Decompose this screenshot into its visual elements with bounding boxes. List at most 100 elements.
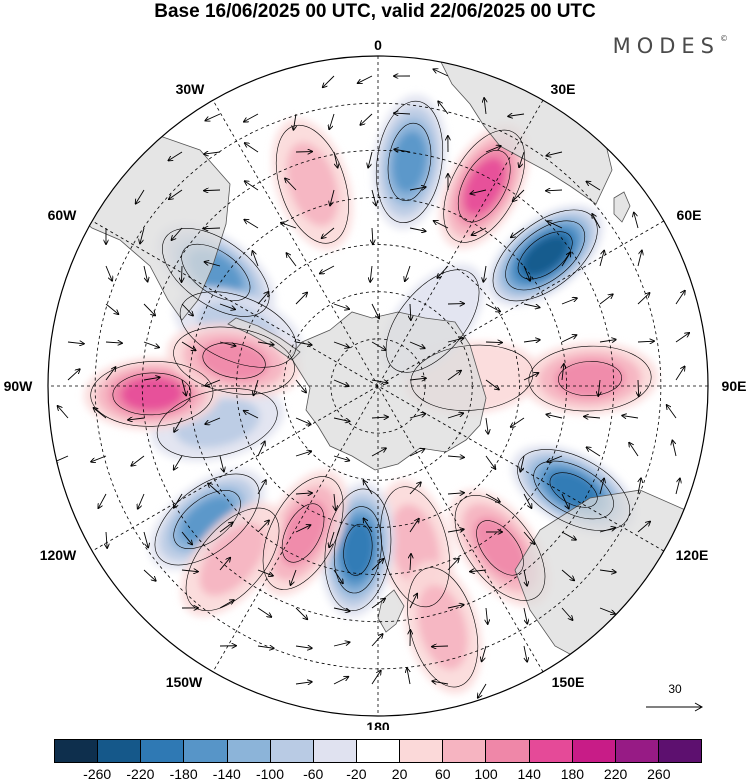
wind-arrow xyxy=(484,98,486,115)
colorbar-segment xyxy=(98,740,142,762)
wind-arrow xyxy=(410,303,411,320)
wind-arrow xyxy=(447,456,464,457)
wind-arrow xyxy=(295,607,307,619)
wind-arrow xyxy=(447,529,464,532)
wind-arrow xyxy=(143,377,160,380)
wind-arrow xyxy=(667,405,677,419)
streamline-contour xyxy=(528,345,652,412)
wind-arrow xyxy=(371,599,385,609)
wind-arrow xyxy=(245,181,259,191)
lon-label-90e: 90E xyxy=(722,378,747,394)
wind-arrow xyxy=(599,528,615,533)
wind-arrow xyxy=(94,408,107,419)
wind-arrow xyxy=(523,569,527,586)
wind-arrow xyxy=(637,250,642,267)
wind-arrow xyxy=(371,448,386,457)
wind-arrow xyxy=(407,668,410,685)
wind-arrow xyxy=(434,221,449,229)
wind-arrow xyxy=(105,367,116,381)
wind-arrow xyxy=(295,342,312,345)
streamline-contour xyxy=(281,503,325,563)
wind-arrow xyxy=(58,406,69,419)
wind-arrow xyxy=(286,253,297,267)
wind-arrow xyxy=(447,558,459,571)
wind-arrow xyxy=(371,303,379,318)
lon-label-90w: 90W xyxy=(4,378,34,394)
wind-arrow xyxy=(447,338,464,343)
wind-arrow xyxy=(447,493,464,494)
streamline-contour xyxy=(558,361,622,397)
wind-arrow xyxy=(174,417,183,432)
wind-arrow xyxy=(329,531,335,547)
wind-arrow xyxy=(358,75,373,83)
graticule xyxy=(48,56,708,716)
map-boundary xyxy=(47,55,709,717)
wind-arrow xyxy=(181,341,196,350)
wind-arrow xyxy=(333,455,349,461)
wind-arrow xyxy=(409,482,421,495)
wind-arrow xyxy=(599,251,604,267)
wind-arrow xyxy=(675,478,680,495)
wind-arrow xyxy=(409,378,426,380)
wind-arrow xyxy=(329,113,335,129)
wind-arrow xyxy=(546,414,563,419)
wind-arrow xyxy=(470,189,487,194)
wind-arrow xyxy=(638,478,641,495)
wind-arrow xyxy=(472,227,487,235)
wind-arrow xyxy=(485,146,501,153)
wind-arrow xyxy=(513,189,525,201)
colorbar-tick-label: -180 xyxy=(169,766,198,782)
colorbar-tick-label: -100 xyxy=(255,766,285,782)
streamline-contour xyxy=(333,506,382,594)
wind-arrow xyxy=(587,447,601,457)
wind-arrow xyxy=(368,151,373,168)
wind-arrow xyxy=(372,227,373,244)
wind-arrow xyxy=(67,342,84,344)
wind-arrow xyxy=(485,455,495,469)
wind-arrow xyxy=(511,417,525,427)
wind-arrow xyxy=(561,569,574,580)
wind-arrow xyxy=(592,214,601,229)
wind-arrow xyxy=(410,554,411,571)
wind-arrow xyxy=(330,189,335,205)
wind-arrow xyxy=(523,493,532,508)
anomaly-shade xyxy=(342,521,374,579)
wind-arrow xyxy=(105,303,118,314)
colorbar-tick-label: 260 xyxy=(647,766,671,782)
wind-arrow xyxy=(138,493,145,509)
lon-label-180: 180 xyxy=(366,719,390,730)
colorbar-tick-label: 20 xyxy=(391,766,408,782)
streamline-contour xyxy=(185,507,280,611)
antarctica-landmass xyxy=(289,311,487,471)
map-title: Base 16/06/2025 00 UTC, valid 22/06/2025… xyxy=(154,1,596,22)
wind-arrow xyxy=(98,493,107,508)
wind-arrow xyxy=(295,379,306,392)
streamline-contour xyxy=(162,228,270,317)
wind-arrow xyxy=(432,646,449,647)
wind-arrow xyxy=(257,646,274,648)
wind-arrow xyxy=(205,379,221,386)
wind-arrow xyxy=(438,101,449,115)
lon-label-30w: 30W xyxy=(176,81,206,97)
wind-arrow xyxy=(333,341,349,347)
wind-arrow xyxy=(257,607,271,617)
wind-arrow xyxy=(599,570,616,572)
wind-arrow xyxy=(181,379,186,395)
wind-arrow xyxy=(547,455,563,462)
lon-label-0: 0 xyxy=(374,37,382,53)
anomaly-shade xyxy=(180,496,234,543)
streamline-contour xyxy=(173,326,295,395)
wind-arrow xyxy=(447,413,463,419)
colorbar-segment xyxy=(184,740,228,762)
wind-arrow xyxy=(562,364,564,381)
wind-arrow xyxy=(181,570,198,572)
colorbar-segment xyxy=(572,740,616,762)
wind-arrow xyxy=(143,531,148,547)
anomaly-shade xyxy=(199,522,266,596)
wind-arrow xyxy=(360,113,373,125)
wind-arrow xyxy=(333,642,350,647)
streamline-contour xyxy=(385,269,480,373)
polar-map: 0 30E 60E 90E 120E 150E 180 150W 120W 90… xyxy=(4,37,747,730)
wind-arrow xyxy=(291,569,297,585)
anomaly-shade xyxy=(554,359,626,398)
